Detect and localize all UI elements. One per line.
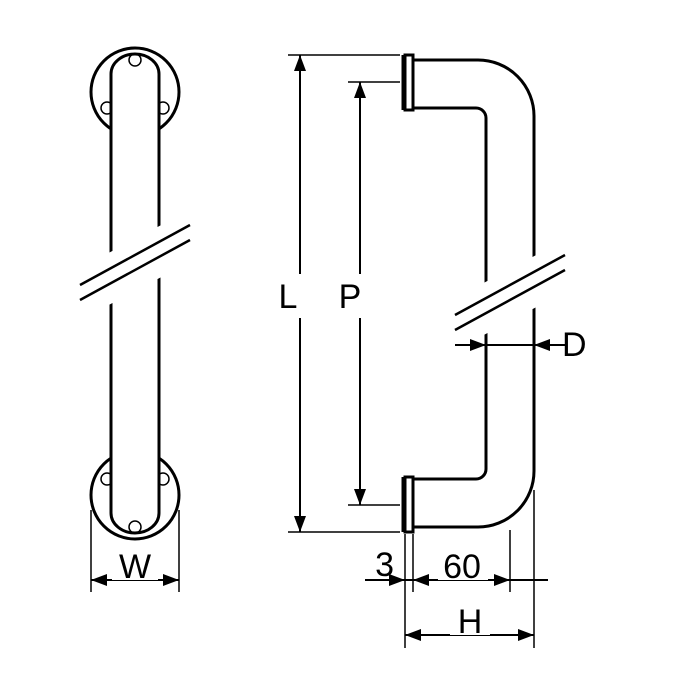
label-l: L bbox=[279, 278, 298, 316]
label-p: P bbox=[339, 278, 362, 316]
label-d: D bbox=[562, 326, 587, 364]
screw-hole bbox=[129, 54, 141, 66]
top-flange-plate bbox=[405, 55, 413, 110]
dimension-w: W bbox=[91, 510, 179, 592]
dimension-p: P bbox=[336, 82, 400, 505]
screw-hole bbox=[129, 521, 141, 533]
side-view bbox=[403, 55, 569, 532]
break-lines-side bbox=[451, 249, 570, 341]
bottom-flange-plate bbox=[405, 477, 413, 532]
bar-bottom-cap bbox=[111, 513, 159, 533]
bar-top-cap bbox=[111, 54, 159, 74]
technical-drawing: W L P D 3 bbox=[0, 0, 700, 700]
label-h: H bbox=[458, 603, 483, 641]
label-w: W bbox=[119, 548, 151, 586]
label-60: 60 bbox=[443, 548, 481, 586]
label-3: 3 bbox=[375, 546, 394, 584]
front-view bbox=[76, 48, 195, 539]
